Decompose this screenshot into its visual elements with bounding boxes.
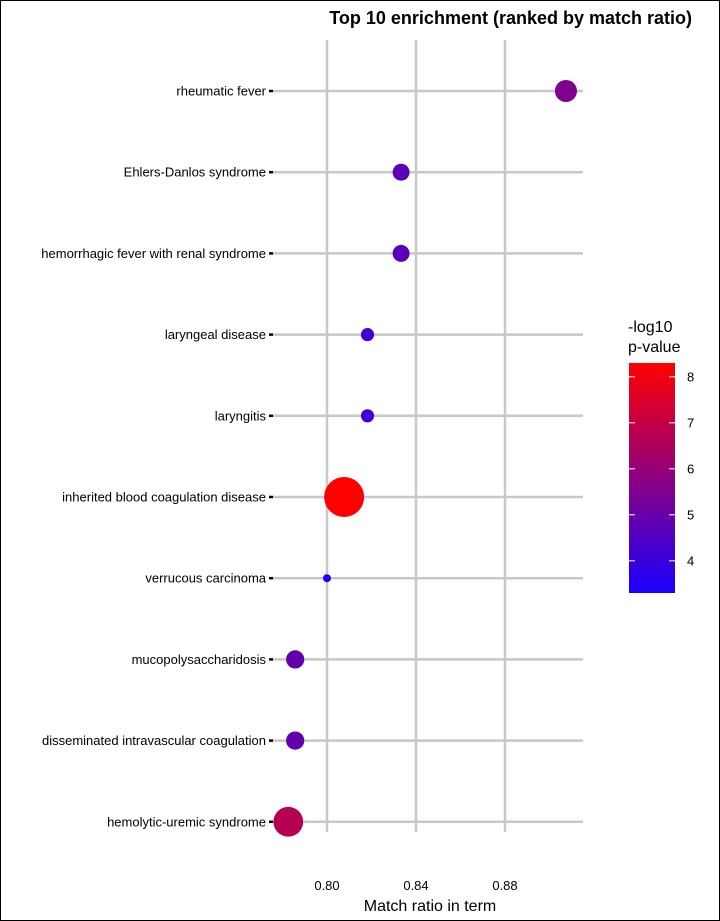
point-layer [273, 79, 578, 837]
y-tick-label: verrucous carcinoma [145, 571, 266, 586]
legend-title-line-2: p-value [628, 339, 681, 356]
x-tick-label: 0.88 [492, 878, 517, 893]
x-axis-label: Match ratio in term [364, 898, 496, 915]
data-point [273, 806, 304, 837]
x-tick-label: 0.80 [314, 878, 339, 893]
legend-title-line-1: -log10 [628, 319, 673, 336]
legend-tick-label: 7 [687, 415, 694, 430]
y-tick-labels: rheumatic fever Ehlers-Danlos syndrome hem… [41, 84, 273, 829]
y-tick-label: laryngeal disease [165, 327, 266, 342]
legend-tick-label: 8 [687, 369, 694, 384]
y-tick-label: disseminated intravascular coagulation [42, 733, 266, 748]
grid-layer [273, 40, 583, 832]
legend-tick-label: 5 [687, 507, 694, 522]
legend-color-bar [629, 363, 675, 593]
y-tick-label: laryngitis [215, 408, 267, 423]
x-tick-label: 0.84 [403, 878, 428, 893]
y-tick-label: rheumatic fever [176, 84, 266, 99]
legend-ticks: 4 5 6 7 8 [629, 369, 694, 568]
x-tick-labels: 0.80 0.84 0.88 [314, 878, 517, 893]
y-tick-label: hemolytic-uremic syndrome [107, 814, 266, 829]
data-point [392, 163, 410, 181]
y-tick-label: inherited blood coagulation disease [62, 490, 266, 505]
chart-title: Top 10 enrichment (ranked by match ratio… [329, 8, 692, 28]
data-point [360, 328, 375, 342]
data-point [324, 477, 365, 517]
y-tick-label: Ehlers-Danlos syndrome [124, 165, 266, 180]
legend-tick-label: 6 [687, 461, 694, 476]
legend-tick-label: 4 [687, 553, 694, 568]
y-tick-label: mucopolysaccharidosis [132, 652, 267, 667]
data-point [286, 650, 305, 669]
data-point [323, 574, 331, 583]
data-point [392, 244, 410, 262]
data-point [360, 409, 375, 423]
data-point [286, 731, 305, 750]
data-point [554, 79, 578, 103]
y-tick-label: hemorrhagic fever with renal syndrome [41, 246, 266, 261]
color-legend: -log10 p-value 4 5 6 7 8 [628, 319, 694, 593]
